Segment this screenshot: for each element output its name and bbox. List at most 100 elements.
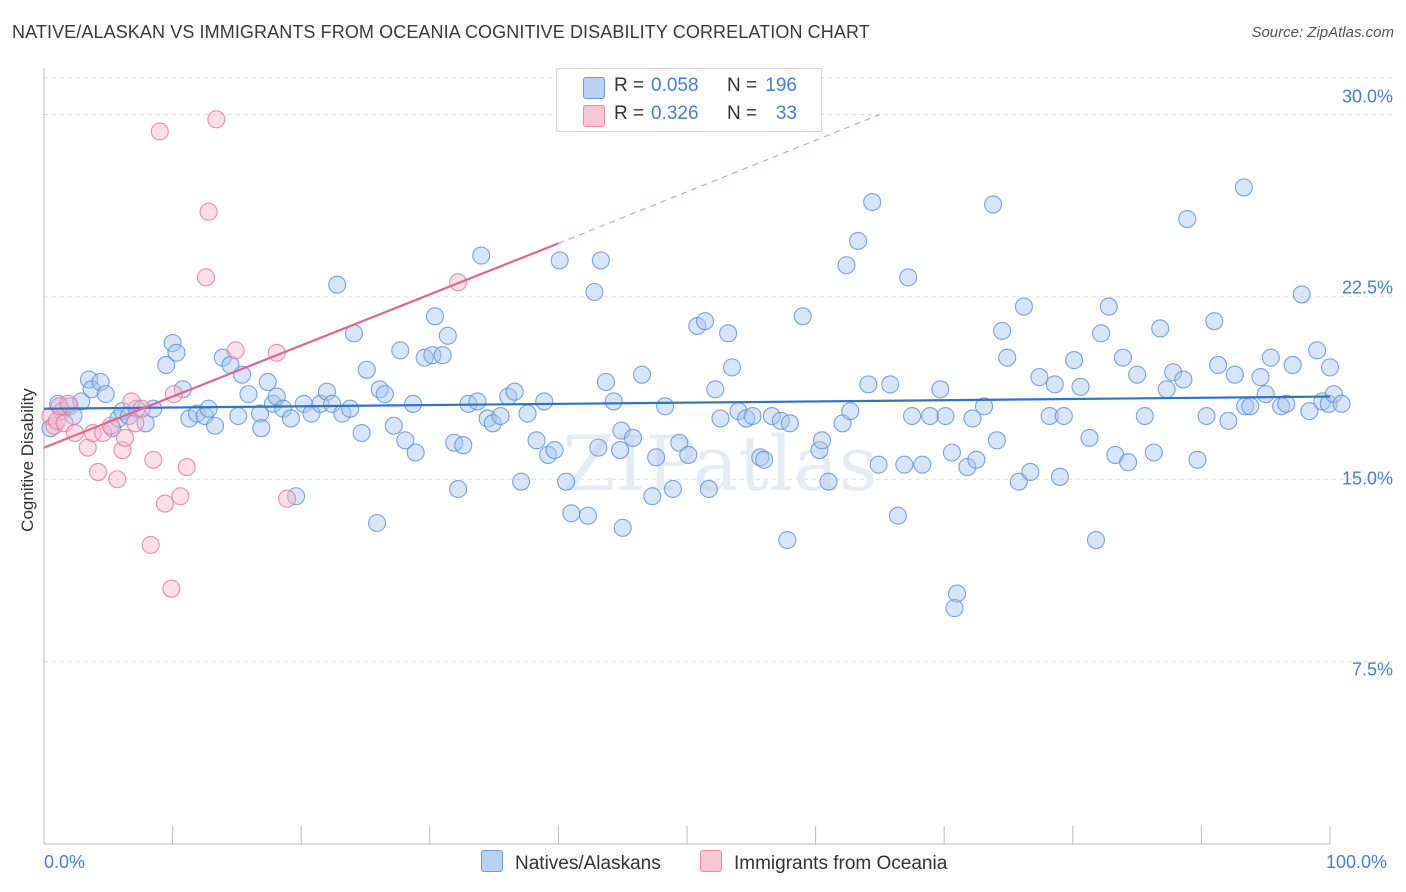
natives-point <box>611 441 630 460</box>
oceania-swatch <box>583 105 605 127</box>
natives-point <box>384 416 403 435</box>
natives-point <box>998 348 1017 367</box>
oceania-point <box>59 394 78 413</box>
natives-point <box>258 372 277 392</box>
natives-point <box>1319 394 1338 413</box>
natives-point <box>778 530 797 550</box>
natives-point <box>984 195 1003 214</box>
natives-point <box>518 404 537 423</box>
natives-point <box>1251 368 1270 387</box>
natives-point <box>663 479 682 499</box>
natives-point <box>679 445 698 464</box>
natives-point <box>491 406 510 426</box>
natives-point <box>604 392 623 411</box>
natives-point <box>545 441 564 460</box>
natives-point <box>711 409 730 428</box>
natives-point <box>433 346 452 365</box>
natives-swatch <box>583 77 605 99</box>
natives-point <box>163 334 182 353</box>
natives-point <box>1174 370 1193 389</box>
natives-point <box>706 380 725 399</box>
natives-point <box>1014 297 1033 316</box>
natives-point <box>357 360 376 379</box>
natives-point <box>589 438 608 457</box>
natives-point <box>612 421 631 440</box>
oceania-point <box>155 494 174 513</box>
natives-point <box>239 385 258 404</box>
natives-point <box>391 341 410 360</box>
natives-point <box>993 321 1012 340</box>
natives-point <box>1205 312 1224 331</box>
natives-point <box>370 380 389 399</box>
natives-point <box>1054 406 1073 426</box>
natives-point <box>1080 428 1099 447</box>
natives-point <box>1234 178 1253 197</box>
natives-point <box>656 397 675 416</box>
n-value: 196 <box>765 75 797 96</box>
natives-point <box>958 458 977 477</box>
natives-point <box>328 275 347 294</box>
watermark: ZIPatlas <box>562 419 877 508</box>
natives-point <box>1092 324 1111 343</box>
natives-point <box>837 256 856 275</box>
natives-point <box>252 419 271 438</box>
natives-point <box>406 443 425 462</box>
natives-point <box>793 307 812 326</box>
natives-point <box>438 326 457 345</box>
stats-legend: R = 0.058 N = 196 R = 0.326 N = 33 <box>556 68 822 132</box>
r-value: 0.326 <box>651 103 699 124</box>
natives-point <box>591 251 610 270</box>
oceania-point <box>115 428 135 447</box>
legend-label-natives: Natives/Alaskans <box>515 853 661 874</box>
natives-point <box>578 506 598 525</box>
r-label: R = <box>614 75 645 96</box>
natives-point <box>229 406 248 426</box>
natives-point <box>913 455 932 474</box>
natives-point <box>423 346 442 365</box>
oceania-trend-line <box>43 242 559 449</box>
natives-point <box>1197 406 1216 426</box>
n-label: N = <box>727 103 758 124</box>
y-tick-label-7-5: 7.5% <box>1351 659 1393 680</box>
n-label: N = <box>727 75 758 96</box>
natives-point <box>281 409 300 428</box>
natives-point <box>1178 209 1197 229</box>
natives-point <box>274 399 293 418</box>
oceania-point <box>171 487 190 506</box>
natives-point <box>869 455 888 474</box>
y-tick-label-15: 15.0% <box>1341 468 1393 489</box>
natives-point <box>812 431 832 450</box>
natives-point <box>585 282 604 302</box>
y-tick-label-22-5: 22.5% <box>1341 277 1393 298</box>
natives-point <box>167 343 186 362</box>
natives-point <box>632 365 652 384</box>
r-value: 0.058 <box>651 75 699 96</box>
natives-point <box>425 307 444 326</box>
natives-point <box>859 375 878 394</box>
natives-point <box>936 406 955 426</box>
natives-point <box>755 450 774 469</box>
natives-point <box>1225 365 1244 384</box>
natives-point <box>967 450 986 469</box>
oceania-point <box>150 122 169 141</box>
natives-point <box>404 394 423 413</box>
natives-point <box>82 380 101 399</box>
natives-point <box>819 472 838 491</box>
stats-legend-row-oceania: R = 0.326 N = 33 <box>557 101 821 129</box>
natives-point <box>1256 385 1275 404</box>
natives-point <box>899 268 918 287</box>
natives-point <box>375 385 394 404</box>
natives-point <box>921 406 940 426</box>
natives-point <box>1099 297 1118 316</box>
natives-point <box>454 436 473 455</box>
natives-point <box>975 397 994 416</box>
source-label: Source: ZipAtlas.com <box>1251 24 1394 41</box>
natives-point <box>1283 355 1302 374</box>
natives-point <box>96 385 115 404</box>
stats-legend-row-natives: R = 0.058 N = 196 <box>557 73 821 101</box>
n-value: 33 <box>775 103 797 124</box>
natives-point <box>1009 472 1028 491</box>
natives-point <box>472 246 491 265</box>
natives-point <box>881 375 900 394</box>
